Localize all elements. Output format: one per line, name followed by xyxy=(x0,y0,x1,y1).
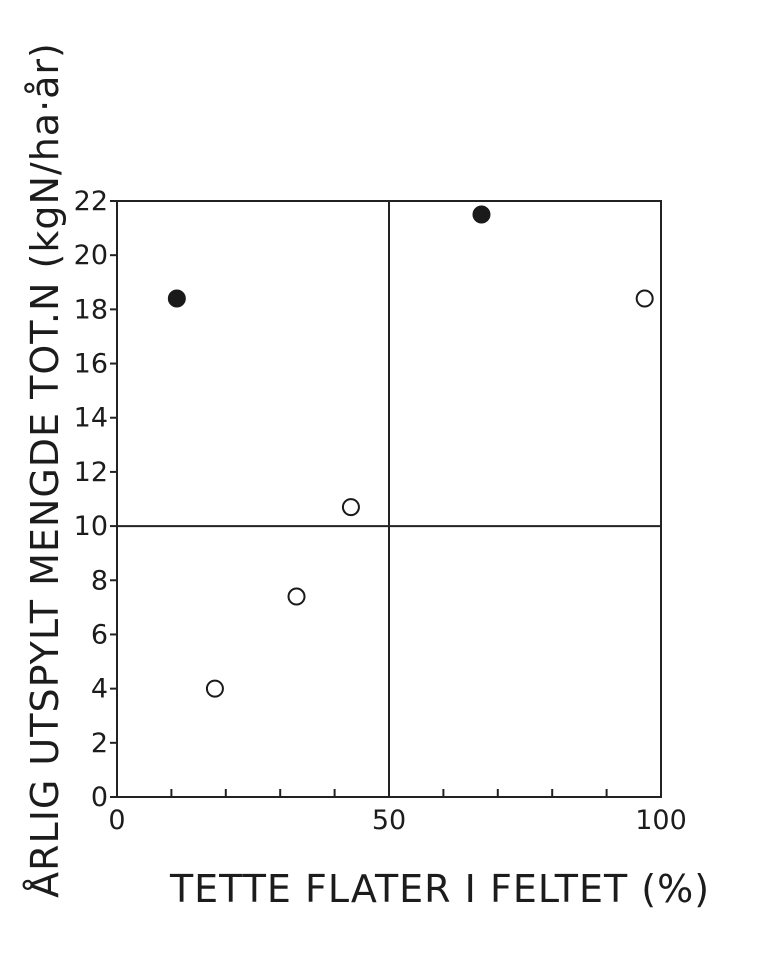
axes-layer xyxy=(110,200,662,798)
y-tick-label: 4 xyxy=(91,674,108,705)
y-axis-title: ÅRLIG UTSPYLT MENGDE TOT.N (kgN/ha·år) xyxy=(23,42,67,898)
y-tick-label: 8 xyxy=(91,565,108,596)
open-data-point xyxy=(287,587,306,606)
y-tick-label: 12 xyxy=(74,457,108,488)
y-tick-label: 22 xyxy=(74,186,108,217)
y-tick-label: 6 xyxy=(91,619,108,650)
y-tick-label: 2 xyxy=(91,728,108,759)
filled-data-point xyxy=(167,289,186,308)
y-tick-label: 16 xyxy=(74,349,108,380)
open-data-point xyxy=(635,289,654,308)
x-tick-label: 100 xyxy=(635,805,687,836)
y-tick-label: 14 xyxy=(74,403,108,434)
x-tick-label: 50 xyxy=(372,805,406,836)
y-tick-label: 18 xyxy=(74,294,108,325)
filled-data-point xyxy=(472,205,491,224)
x-axis-title: TETTE FLATER I FELTET (%) xyxy=(169,867,710,911)
open-data-point xyxy=(341,498,360,517)
marks-layer xyxy=(167,205,654,698)
open-data-point xyxy=(205,679,224,698)
labels-layer: TETTE FLATER I FELTET (%) ÅRLIG UTSPYLT … xyxy=(23,42,710,911)
x-tick-label: 0 xyxy=(108,805,125,836)
y-tick-label: 0 xyxy=(91,782,108,813)
y-tick-label: 20 xyxy=(74,240,108,271)
y-tick-label: 10 xyxy=(74,511,108,542)
